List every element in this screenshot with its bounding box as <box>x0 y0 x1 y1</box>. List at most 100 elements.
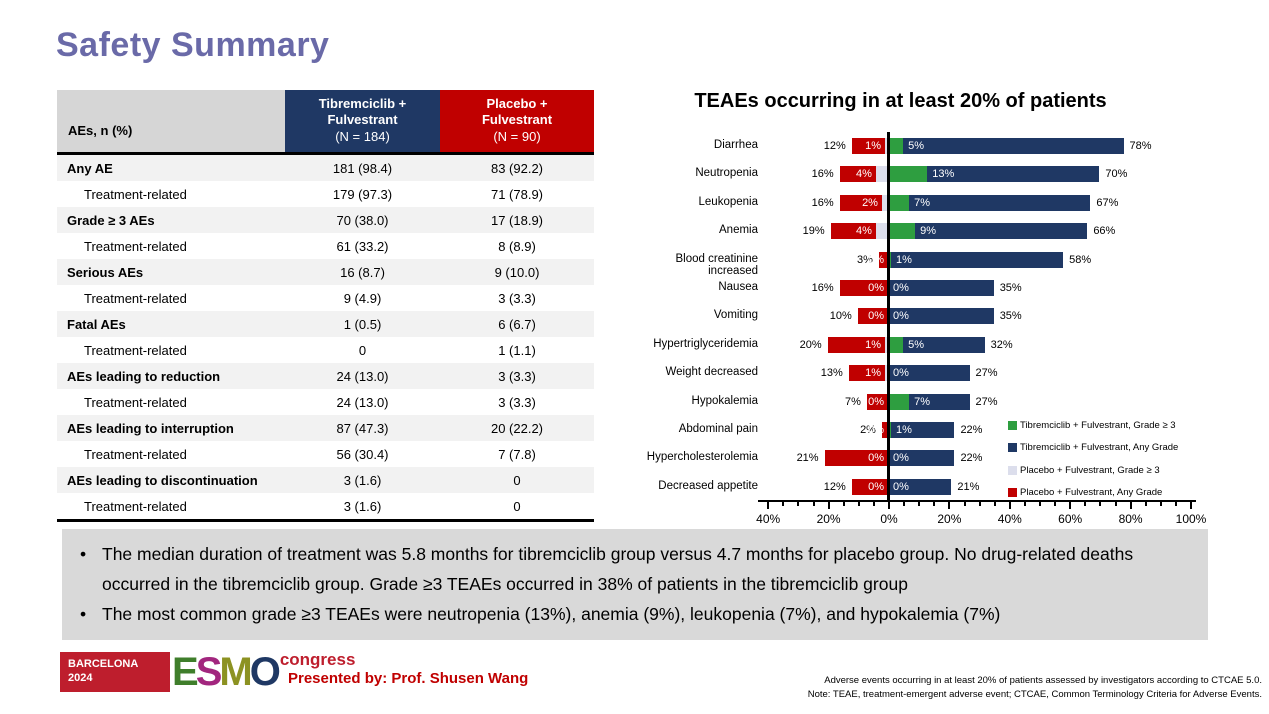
bar-tibre-grade3 <box>888 393 910 410</box>
tibremciclib-value: 24 (13.0) <box>336 368 389 384</box>
row-label: AEs leading to discontinuation <box>67 472 258 488</box>
category-label: Decreased appetite <box>658 479 758 492</box>
legend-item: Tibremciclib + Fulvestrant, Grade ≥ 3 <box>1008 414 1178 437</box>
placebo-value: 20 (22.2) <box>490 420 544 436</box>
bar-placebo-anygrade <box>866 393 888 410</box>
major-tick <box>1129 502 1132 509</box>
row-label: Treatment-related <box>84 290 187 306</box>
legend-swatch-icon <box>1008 420 1017 430</box>
tibre-grade3-label: 1% <box>896 253 912 266</box>
placebo-grade3-label: 2% <box>862 196 878 209</box>
table-row: Fatal AEs 1 (0.5) 6 (6.7) <box>57 311 594 337</box>
placebo-anygrade-label: 13% <box>820 367 843 380</box>
table-row: Any AE 181 (98.4) 83 (92.2) <box>57 155 594 181</box>
tibre-anygrade-label: 22% <box>960 424 983 436</box>
tibre-anygrade-label: 70% <box>1105 168 1128 181</box>
bar-placebo-grade3 <box>884 365 888 382</box>
table-row: Serious AEs 16 (8.7) 9 (10.0) <box>57 259 594 285</box>
minor-tick <box>963 502 966 506</box>
tibre-anygrade-label: 58% <box>1069 253 1092 266</box>
tibre-grade3-label: 7% <box>914 395 931 408</box>
placebo-anygrade-label: 3% <box>857 253 873 266</box>
placebo-anygrade-label: 16% <box>811 196 834 209</box>
tibremciclib-value: 16 (8.7) <box>340 264 385 280</box>
legend-swatch-icon <box>1008 488 1017 498</box>
tibremciclib-value: 87 (47.3) <box>336 420 389 436</box>
chart-title: TEAEs occurring in at least 20% of patie… <box>694 90 1107 112</box>
minor-tick <box>857 502 860 506</box>
placebo-anygrade-label: 12% <box>823 480 846 493</box>
tibre-grade3-label: 0% <box>893 367 909 380</box>
bar-placebo-anygrade <box>839 194 882 211</box>
presented-by: Presented by: Prof. Shusen Wang <box>288 670 529 687</box>
bar-placebo-grade3 <box>881 194 888 211</box>
esmo-congress-logo: BARCELONA 2024 ESMO congress <box>60 650 356 692</box>
table-row: AEs leading to interruption 87 (47.3) 20 (… <box>57 415 594 441</box>
minor-tick <box>903 502 906 506</box>
bar-tibre-grade3 <box>888 223 916 240</box>
tibre-anygrade-label: 35% <box>999 310 1022 323</box>
placebo-anygrade-label: 19% <box>802 225 825 238</box>
category-label: Hypertriglyceridemia <box>653 337 758 350</box>
major-tick <box>1069 502 1072 509</box>
bar-tibre-grade3 <box>888 251 892 268</box>
minor-tick <box>1084 502 1087 506</box>
bar-placebo-anygrade <box>881 422 888 438</box>
tibre-grade3-label: 9% <box>920 225 937 238</box>
bar-tibre-grade3 <box>888 166 928 183</box>
placebo-anygrade-label: 10% <box>829 310 852 323</box>
tibre-anygrade-label: 78% <box>1129 140 1152 152</box>
legend-swatch-icon <box>1008 465 1017 475</box>
bar-tibre-anygrade <box>909 393 970 410</box>
zero-axis-line <box>887 132 890 500</box>
placebo-anygrade-label: 12% <box>823 140 846 152</box>
legend-label: Placebo + Fulvestrant, Grade ≥ 3 <box>1020 464 1160 476</box>
bar-placebo-anygrade <box>851 138 885 154</box>
table-row: Treatment-related 179 (97.3) 71 (78.9) <box>57 181 594 207</box>
placebo-grade3-label: 0% <box>868 395 884 408</box>
table-header-tibremciclib: Tibremciclib + Fulvestrant (N = 184) <box>285 90 440 152</box>
tibremciclib-value: 61 (33.2) <box>336 238 389 254</box>
legend-swatch-icon <box>1008 443 1017 453</box>
congress-label: congress <box>279 650 356 669</box>
major-tick <box>827 502 830 509</box>
tibre-anygrade-label: 27% <box>975 395 998 408</box>
bar-tibre-anygrade <box>888 365 970 382</box>
placebo-anygrade-label: 20% <box>799 338 822 351</box>
tibre-grade3-label: 0% <box>893 282 909 294</box>
table-row: Treatment-related 9 (4.9) 3 (3.3) <box>57 285 594 311</box>
page-title: Safety Summary <box>56 26 330 64</box>
placebo-grade3-label: 0% <box>868 282 884 294</box>
x-tick-label: 20% <box>816 512 841 526</box>
x-tick-label: 20% <box>937 512 962 526</box>
bar-placebo-grade3 <box>884 138 888 154</box>
bar-placebo-anygrade <box>827 336 885 353</box>
tibremciclib-value: 181 (98.4) <box>332 160 393 176</box>
table-row: Treatment-related 3 (1.6) 0 <box>57 493 594 519</box>
placebo-grade3-label: 0% <box>868 310 884 323</box>
tibre-grade3-label: 0% <box>893 480 909 493</box>
bar-placebo-anygrade <box>839 166 876 183</box>
tibre-grade3-label: 5% <box>908 140 924 152</box>
bar-placebo-anygrade <box>878 251 888 268</box>
x-tick-label: 100% <box>1175 512 1207 526</box>
x-tick-label: 0% <box>880 512 898 526</box>
legend-label: Tibremciclib + Fulvestrant, Any Grade <box>1020 442 1179 454</box>
row-label: AEs leading to reduction <box>67 368 221 384</box>
row-label: Treatment-related <box>84 342 187 358</box>
placebo-anygrade-label: 2% <box>860 424 876 436</box>
tibremciclib-value: 179 (97.3) <box>332 186 393 202</box>
ae-summary-table: AEs, n (%) Tibremciclib + Fulvestrant (N… <box>57 90 594 522</box>
minor-tick <box>797 502 800 506</box>
placebo-grade3-label: 1% <box>865 338 881 351</box>
table-header-row: AEs, n (%) Tibremciclib + Fulvestrant (N… <box>57 90 594 155</box>
minor-tick <box>1114 502 1117 506</box>
table-row: Grade ≥ 3 AEs 70 (38.0) 17 (18.9) <box>57 207 594 233</box>
placebo-value: 3 (3.3) <box>498 290 536 306</box>
tibremciclib-value: 0 <box>358 342 367 358</box>
category-label: Vomiting <box>713 309 758 322</box>
bar-tibre-anygrade <box>888 280 994 296</box>
legend-item: Placebo + Fulvestrant, Any Grade <box>1008 482 1178 505</box>
category-label: Hypokalemia <box>691 394 758 407</box>
placebo-grade3-label: 1% <box>865 367 881 380</box>
